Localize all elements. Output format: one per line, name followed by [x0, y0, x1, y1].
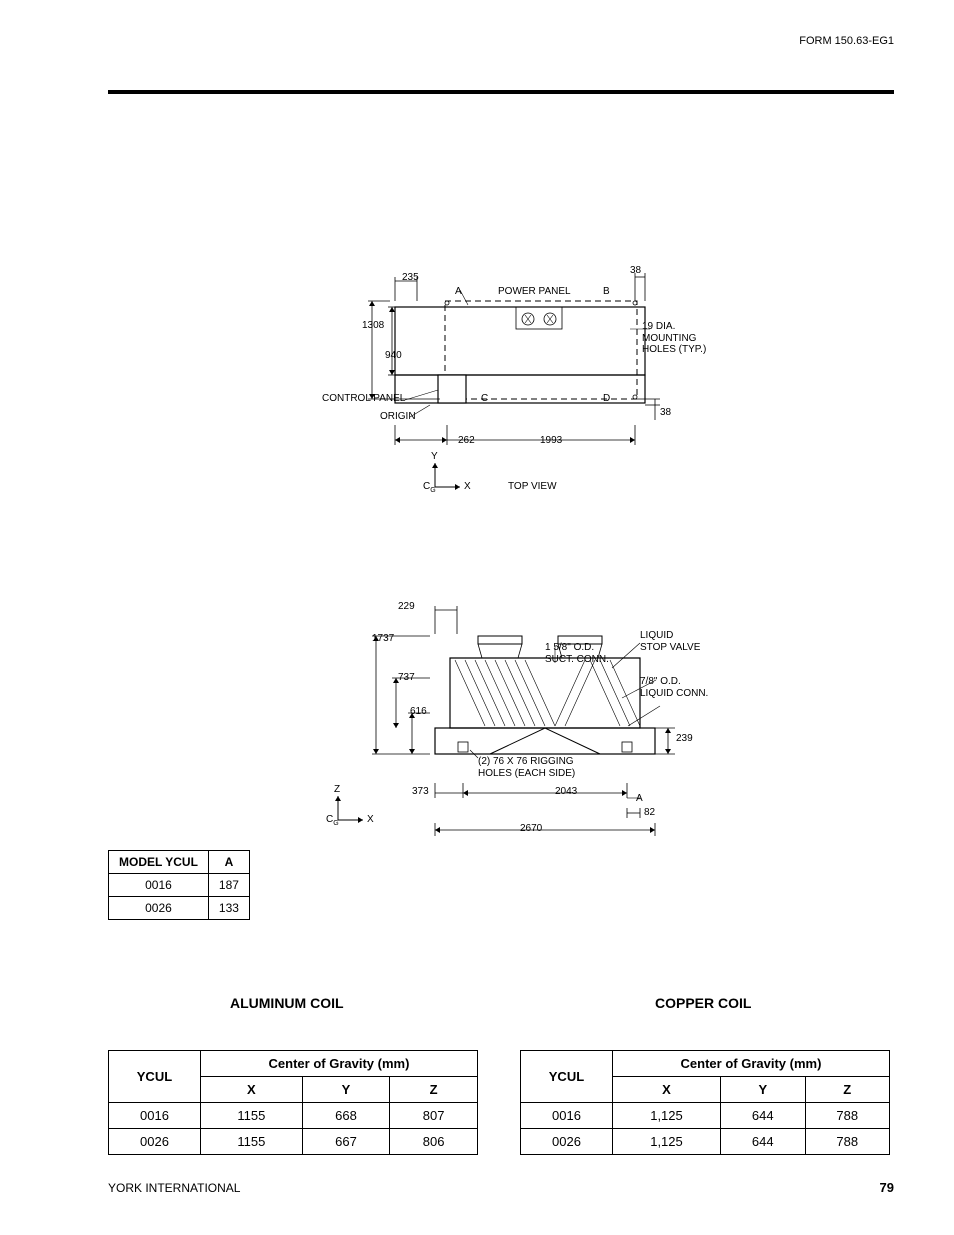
- dim-737: 737: [398, 672, 415, 684]
- copper-cog-table: YCUL Center of Gravity (mm) X Y Z 0016 1…: [520, 1050, 890, 1155]
- dim-38-bottom: 38: [660, 407, 671, 419]
- mounting-holes-note: 19 DIA. MOUNTING HOLES (TYP.): [642, 321, 706, 356]
- col-cog-group: Center of Gravity (mm): [200, 1051, 477, 1077]
- table-row: 0026 1155 667 806: [109, 1129, 478, 1155]
- cell: 0016: [109, 874, 209, 897]
- col-ycul: YCUL: [109, 1051, 201, 1103]
- letter-b: B: [603, 286, 610, 298]
- dim-239: 239: [676, 733, 693, 745]
- cell: 0026: [109, 1129, 201, 1155]
- col-cog-group: Center of Gravity (mm): [612, 1051, 889, 1077]
- copper-title: COPPER COIL: [655, 995, 751, 1011]
- col-a: A: [208, 851, 249, 874]
- axis-x: X: [464, 481, 471, 493]
- dim-1737: 1737: [372, 633, 394, 645]
- dim-616: 616: [410, 706, 427, 718]
- cell: 806: [390, 1129, 478, 1155]
- top-view-diagram: 235 38 A B POWER PANEL 1308 940 19 DIA. …: [330, 265, 730, 515]
- cell: 788: [805, 1129, 890, 1155]
- table-row: 0026 133: [109, 897, 250, 920]
- origin-label: ORIGIN: [380, 411, 416, 423]
- cell: 133: [208, 897, 249, 920]
- axis-cg: CG: [423, 481, 436, 495]
- table-row: 0026 1,125 644 788: [521, 1129, 890, 1155]
- col-y: Y: [721, 1077, 805, 1103]
- col-z: Z: [390, 1077, 478, 1103]
- col-y: Y: [302, 1077, 390, 1103]
- cell: 667: [302, 1129, 390, 1155]
- table-row: YCUL Center of Gravity (mm): [521, 1051, 890, 1077]
- dim-38-top: 38: [630, 265, 641, 277]
- cell: 788: [805, 1103, 890, 1129]
- letter-c: C: [481, 393, 488, 405]
- form-number: FORM 150.63-EG1: [799, 35, 894, 47]
- col-model: MODEL YCUL: [109, 851, 209, 874]
- header-rule: [108, 90, 894, 94]
- suct-conn-label: 1 5/8" O.D. SUCT. CONN.: [545, 642, 609, 665]
- cell: 0016: [521, 1103, 613, 1129]
- axis-y: Y: [431, 451, 438, 463]
- table-row: 0016 187: [109, 874, 250, 897]
- col-x: X: [200, 1077, 302, 1103]
- letter-a: A: [455, 286, 462, 298]
- dim-262: 262: [458, 435, 475, 447]
- cell: 1,125: [612, 1129, 720, 1155]
- cell: 0016: [109, 1103, 201, 1129]
- letter-d: D: [603, 393, 610, 405]
- control-panel-label: CONTROL PANEL: [322, 393, 405, 405]
- side-view-diagram: 229 1737 737 616 1 5/8" O.D. SUCT. CONN.…: [330, 598, 750, 858]
- cell: 668: [302, 1103, 390, 1129]
- dim-940: 940: [385, 350, 402, 362]
- rigging-label: (2) 76 X 76 RIGGING HOLES (EACH SIDE): [478, 756, 575, 779]
- power-panel-label: POWER PANEL: [498, 286, 571, 298]
- table-row: YCUL Center of Gravity (mm): [109, 1051, 478, 1077]
- dim-229: 229: [398, 601, 415, 613]
- dim-2670: 2670: [520, 823, 542, 835]
- dim-235: 235: [402, 272, 419, 284]
- liquid-conn-label: 7/8" O.D. LIQUID CONN.: [640, 676, 708, 699]
- cell: 0026: [109, 897, 209, 920]
- col-ycul: YCUL: [521, 1051, 613, 1103]
- aluminum-cog-table: YCUL Center of Gravity (mm) X Y Z 0016 1…: [108, 1050, 478, 1155]
- dim-1993: 1993: [540, 435, 562, 447]
- cell: 1155: [200, 1129, 302, 1155]
- model-a-table: MODEL YCUL A 0016 187 0026 133: [108, 850, 250, 920]
- axis-cg-side: CG: [326, 814, 339, 828]
- cell: 807: [390, 1103, 478, 1129]
- col-z: Z: [805, 1077, 890, 1103]
- dim-373: 373: [412, 786, 429, 798]
- axis-x-side: X: [367, 814, 374, 826]
- cell: 644: [721, 1103, 805, 1129]
- page-number: 79: [880, 1180, 894, 1195]
- dim-82: 82: [644, 807, 655, 819]
- cell: 1155: [200, 1103, 302, 1129]
- dim-2043: 2043: [555, 786, 577, 798]
- table-row: 0016 1155 668 807: [109, 1103, 478, 1129]
- footer-company: YORK INTERNATIONAL: [108, 1181, 240, 1195]
- table-row: 0016 1,125 644 788: [521, 1103, 890, 1129]
- col-x: X: [612, 1077, 720, 1103]
- letter-a-side: A: [636, 793, 643, 805]
- table-row: MODEL YCUL A: [109, 851, 250, 874]
- cell: 1,125: [612, 1103, 720, 1129]
- axis-z: Z: [334, 784, 340, 796]
- cell: 644: [721, 1129, 805, 1155]
- liquid-stop-label: LIQUID STOP VALVE: [640, 630, 700, 653]
- top-view-caption: TOP VIEW: [508, 481, 557, 493]
- aluminum-title: ALUMINUM COIL: [230, 995, 344, 1011]
- cell: 187: [208, 874, 249, 897]
- cell: 0026: [521, 1129, 613, 1155]
- dim-1308: 1308: [362, 320, 384, 332]
